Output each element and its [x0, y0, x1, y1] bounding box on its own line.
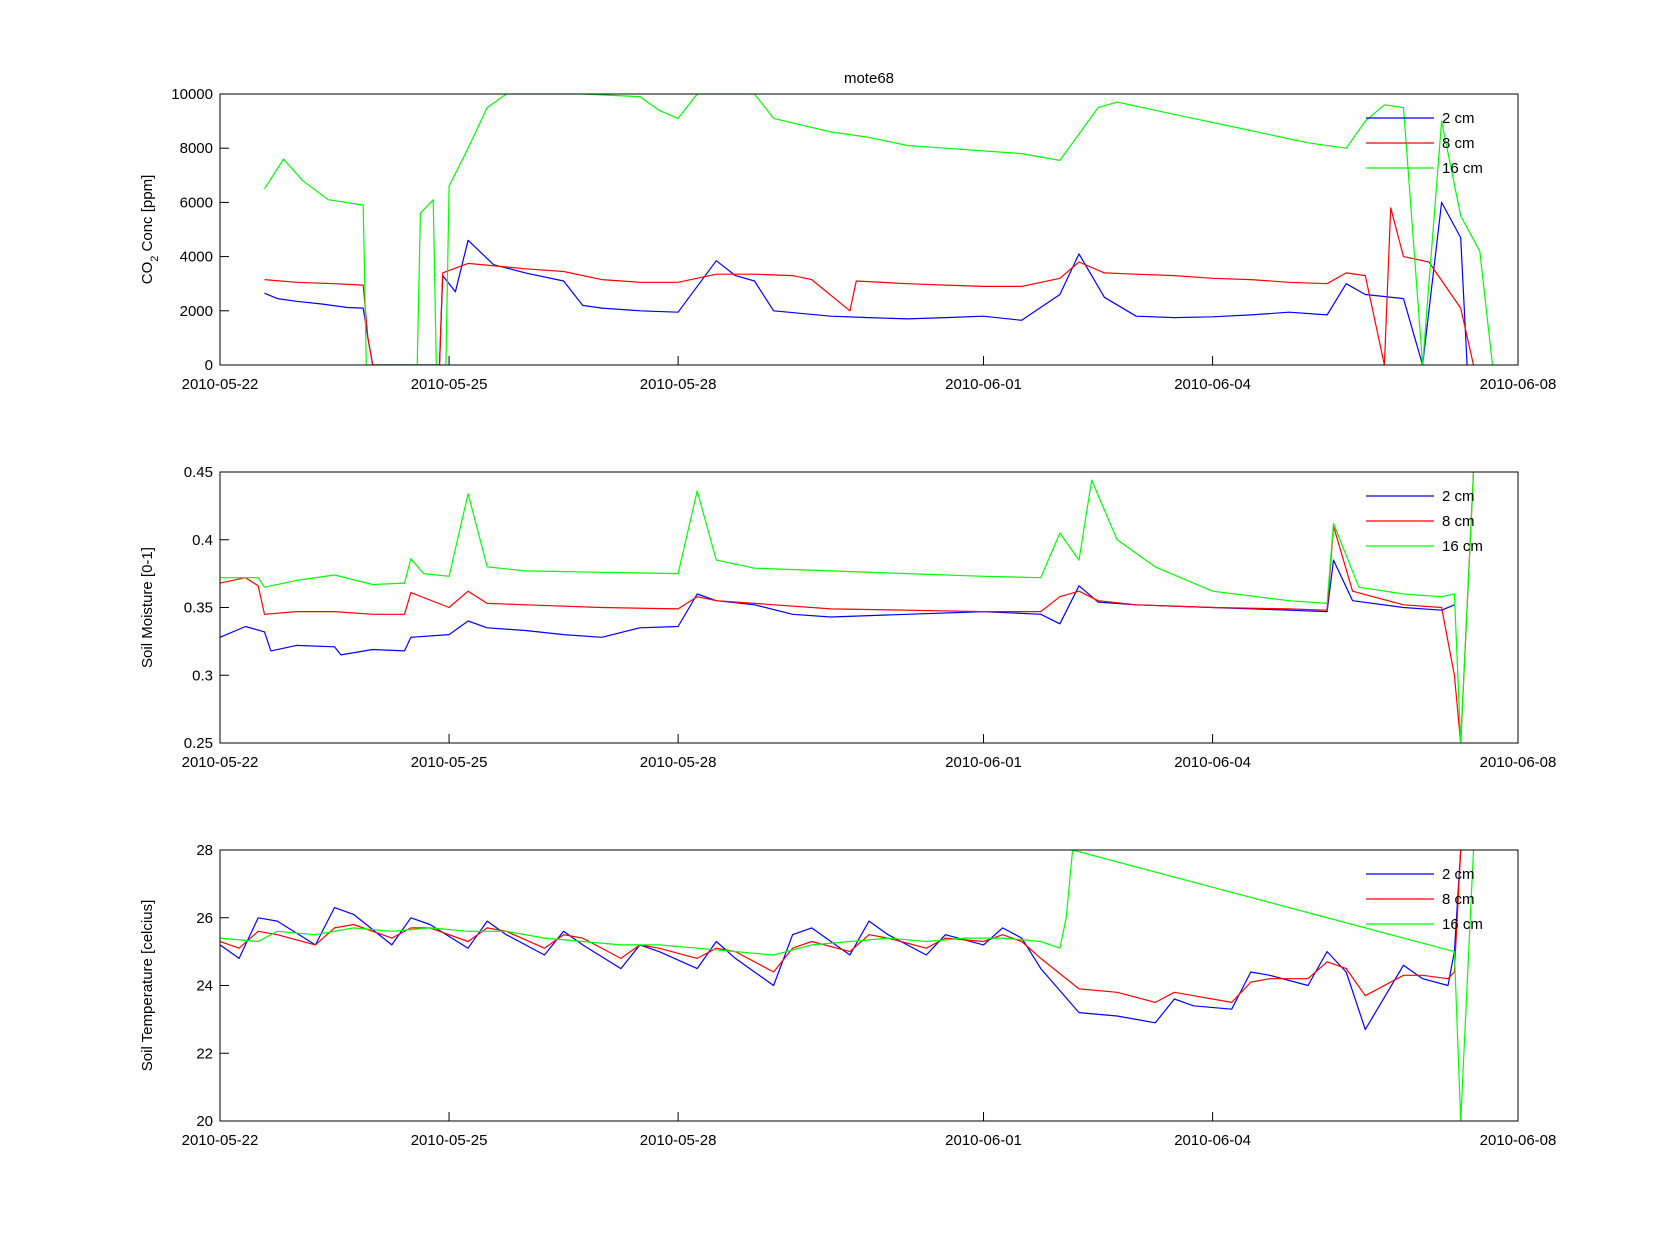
temp-legend-label: 2 cm	[1442, 866, 1475, 883]
temp-axes-box	[219, 849, 1519, 1122]
temp-series-line-16cm	[220, 850, 1475, 1121]
soil-temperature-panel: 2010-05-22 2010-05-25 2010-05-28 2010-06-01…	[139, 842, 1556, 1149]
moisture-x-tick-label: 2010-06-08	[1480, 754, 1557, 771]
co2-series-line-16cm	[263, 94, 1494, 365]
co2-x-tick-label: 2010-05-28	[640, 376, 717, 393]
temp-x-tick-label: 2010-05-28	[640, 1132, 717, 1149]
co2-y-tick-label: 4000	[180, 249, 213, 266]
temp-series-line-2cm	[220, 850, 1462, 1031]
temp-y-tick-label: 26	[196, 910, 213, 927]
temp-y-tick-label: 28	[196, 842, 213, 859]
temp-y-tick-label: 20	[196, 1113, 213, 1130]
temp-y-axis-label: Soil Temperature [celcius]	[139, 900, 156, 1071]
temp-legend: 2 cm 8 cm 16 cm	[1366, 866, 1483, 933]
moisture-series-line-2cm	[220, 559, 1455, 656]
moisture-y-tick-label: 0.3	[192, 667, 213, 684]
temp-x-tick-label: 2010-06-01	[945, 1132, 1022, 1149]
moisture-x-tick-label: 2010-05-22	[182, 754, 259, 771]
co2-x-tick-label: 2010-05-25	[411, 376, 488, 393]
co2-legend-label: 16 cm	[1442, 160, 1483, 177]
co2-y-axis-label: CO2 Conc [ppm]	[139, 175, 161, 285]
moisture-legend-label: 8 cm	[1442, 513, 1475, 530]
moisture-y-axis-label: Soil Moisture [0-1]	[139, 547, 156, 668]
temp-x-tick-label: 2010-05-22	[182, 1132, 259, 1149]
moisture-y-tick-label: 0.4	[192, 532, 213, 549]
temp-x-tick-label: 2010-06-04	[1174, 1132, 1251, 1149]
co2-y-tick-label: 8000	[180, 140, 213, 157]
temp-legend-label: 8 cm	[1442, 891, 1475, 908]
temp-series-group	[220, 850, 1475, 1121]
moisture-legend: 2 cm 8 cm 16 cm	[1366, 488, 1483, 555]
co2-legend: 2 cm 8 cm 16 cm	[1366, 110, 1483, 177]
co2-axes-box	[219, 93, 1519, 366]
co2-x-tick-label: 2010-06-04	[1174, 376, 1251, 393]
co2-legend-label: 8 cm	[1442, 135, 1475, 152]
temp-legend-label: 16 cm	[1442, 916, 1483, 933]
moisture-x-tick-label: 2010-06-01	[945, 754, 1022, 771]
moisture-y-tick-label: 0.35	[184, 600, 213, 617]
moisture-y-tick-label: 0.25	[184, 735, 213, 752]
moisture-series-line-8cm	[220, 472, 1475, 743]
temp-x-tick-label: 2010-06-08	[1480, 1132, 1557, 1149]
moisture-x-tick-label: 2010-05-28	[640, 754, 717, 771]
soil-moisture-panel: 2010-05-22 2010-05-25 2010-05-28 2010-06-01…	[139, 464, 1556, 771]
moisture-series-group	[220, 472, 1475, 743]
co2-legend-label: 2 cm	[1442, 110, 1475, 127]
co2-series-group	[263, 94, 1494, 365]
co2-y-tick-label: 6000	[180, 194, 213, 211]
moisture-axes-box	[219, 471, 1519, 744]
temp-y-tick-label: 24	[196, 978, 213, 995]
co2-series-line-8cm	[264, 207, 1475, 365]
moisture-x-tick-label: 2010-05-25	[411, 754, 488, 771]
co2-x-tick-label: 2010-06-01	[945, 376, 1022, 393]
moisture-legend-label: 2 cm	[1442, 488, 1475, 505]
co2-y-tick-label: 10000	[171, 86, 213, 103]
co2-panel: 2010-05-22 2010-05-25 2010-05-28 2010-06-01…	[139, 70, 1556, 393]
co2-x-tick-label: 2010-05-22	[182, 376, 259, 393]
temp-x-tick-label: 2010-05-25	[411, 1132, 488, 1149]
temp-series-line-8cm	[220, 850, 1462, 1003]
moisture-legend-label: 16 cm	[1442, 538, 1483, 555]
moisture-y-tick-label: 0.45	[184, 464, 213, 481]
co2-series-line-2cm	[264, 201, 1468, 365]
co2-x-tick-label: 2010-06-08	[1480, 376, 1557, 393]
moisture-series-line-16cm	[220, 472, 1475, 743]
co2-y-tick-label: 0	[205, 357, 213, 374]
co2-chart-title: mote68	[844, 70, 894, 87]
temp-y-tick-label: 22	[196, 1045, 213, 1062]
co2-y-tick-label: 2000	[180, 303, 213, 320]
moisture-x-tick-label: 2010-06-04	[1174, 754, 1251, 771]
